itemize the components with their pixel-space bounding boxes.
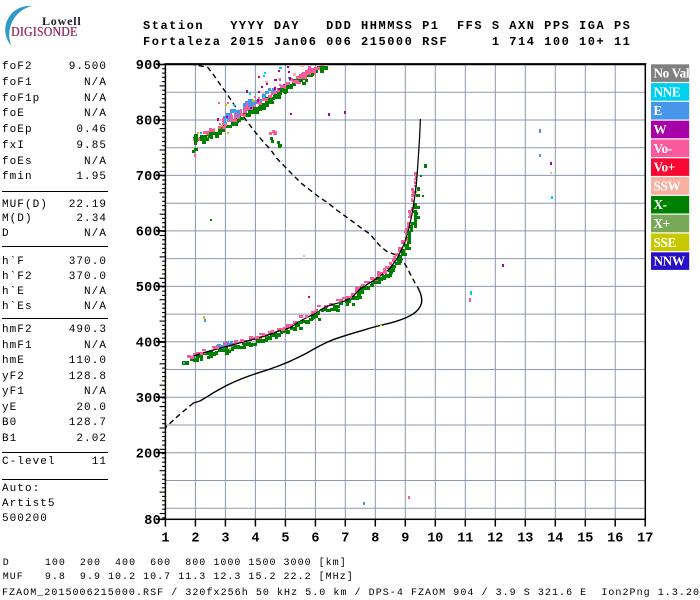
svg-text:14: 14	[547, 532, 563, 547]
svg-text:1: 1	[161, 532, 169, 547]
svg-text:5: 5	[281, 532, 289, 547]
svg-text:16: 16	[607, 532, 623, 547]
svg-text:700: 700	[136, 170, 161, 185]
svg-text:200: 200	[136, 447, 161, 462]
svg-text:10: 10	[427, 532, 443, 547]
svg-text:NNW: NNW	[654, 254, 685, 269]
svg-text:No Val: No Val	[654, 66, 690, 81]
svg-text:SSW: SSW	[654, 178, 681, 193]
svg-text:17: 17	[637, 532, 653, 547]
svg-text:9: 9	[401, 532, 409, 547]
svg-text:3: 3	[221, 532, 229, 547]
svg-text:Vo+: Vo+	[654, 160, 675, 175]
svg-text:7: 7	[341, 532, 349, 547]
svg-text:400: 400	[136, 337, 161, 352]
svg-text:15: 15	[577, 532, 593, 547]
svg-text:SSE: SSE	[654, 235, 677, 250]
svg-text:8: 8	[371, 532, 379, 547]
svg-text:6: 6	[311, 532, 319, 547]
svg-text:500: 500	[136, 281, 161, 296]
svg-text:600: 600	[136, 226, 161, 241]
svg-text:4: 4	[251, 532, 259, 547]
svg-text:11: 11	[457, 532, 473, 547]
svg-text:NNE: NNE	[654, 84, 681, 99]
svg-text:12: 12	[487, 532, 503, 547]
svg-text:900: 900	[136, 59, 161, 74]
svg-text:800: 800	[136, 115, 161, 130]
svg-text:13: 13	[517, 532, 533, 547]
svg-text:300: 300	[136, 392, 161, 407]
svg-text:X-: X-	[654, 197, 667, 212]
svg-text:2: 2	[191, 532, 199, 547]
svg-text:W: W	[654, 122, 667, 137]
svg-text:X+: X+	[654, 216, 670, 231]
svg-text:Vo-: Vo-	[654, 141, 672, 156]
svg-text:E: E	[654, 103, 663, 118]
svg-text:80: 80	[144, 514, 161, 529]
